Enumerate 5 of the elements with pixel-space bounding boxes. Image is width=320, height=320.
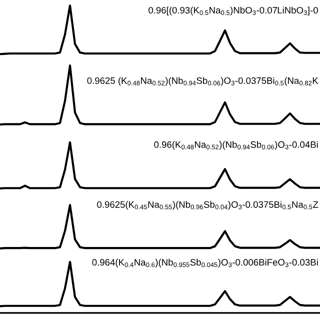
text: 0.964(K$_{0.4}$Na$_{0.6}$)(Nb$_{0.955}$Sb$_{0.045}$)O$_{3}$-0.006BiFeO$_{3}$-0.03Bi — [92, 258, 318, 268]
text: 0.96[(0.93(K$_{0.5}$Na$_{0.5}$)NbO$_{3}$-0.07LiNbO$_{3}$]-0 — [148, 6, 318, 16]
text: 0.9625(K$_{0.45}$Na$_{0.55}$)(Nb$_{0.96}$Sb$_{0.04}$)O$_{3}$-0.0375Bi$_{0.5}$Na$_{0.5}$Z — [97, 200, 318, 210]
text: 0.9625 (K$_{0.48}$Na$_{0.52}$)(Nb$_{0.94}$Sb$_{0.06}$)O$_{3}$-0.0375Bi$_{0.5}$(Na$_{0.82}$K — [87, 77, 318, 86]
text: 0.96(K$_{0.48}$Na$_{0.52}$)(Nb$_{0.94}$Sb$_{0.06}$)O$_{3}$-0.04Bi — [154, 141, 318, 150]
